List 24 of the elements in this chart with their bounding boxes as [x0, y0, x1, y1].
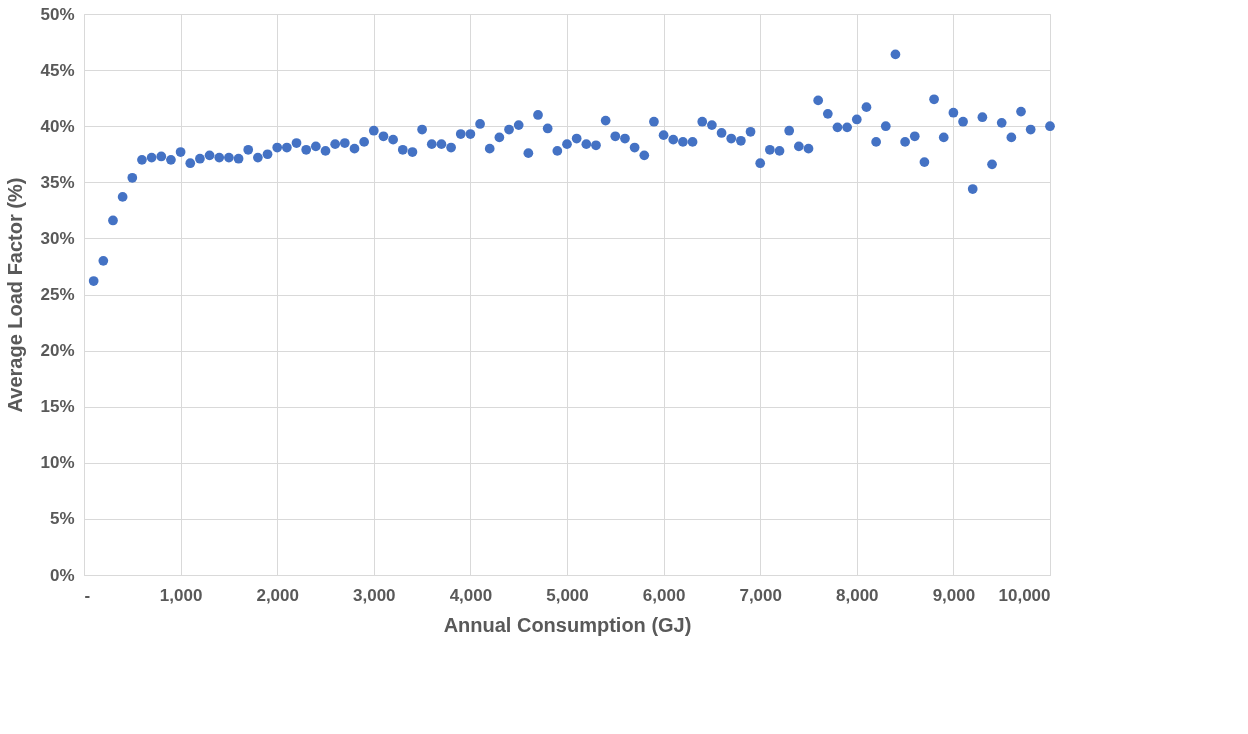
x-tick-label: 8,000 — [836, 585, 879, 605]
x-axis-title: Annual Consumption (GJ) — [443, 613, 692, 636]
x-tick-label: 2,000 — [256, 585, 299, 605]
y-tick-label: 50% — [40, 4, 75, 24]
x-tick-label: 7,000 — [739, 585, 782, 605]
y-tick-label: 35% — [40, 172, 75, 192]
y-tick-label: 5% — [49, 509, 75, 529]
x-tick-label: 3,000 — [353, 585, 396, 605]
y-tick-label: 25% — [40, 285, 75, 304]
y-tick-label: 40% — [40, 116, 75, 136]
x-tick-label: 1,000 — [159, 585, 203, 605]
x-tick-label: 4,000 — [449, 585, 493, 605]
x-tick-label: 5,000 — [546, 585, 589, 605]
y-tick-label: 45% — [40, 60, 75, 80]
y-tick-label: 0% — [49, 565, 75, 585]
y-tick-label: 15% — [40, 397, 75, 417]
x-tick-label: 6,000 — [642, 585, 686, 605]
x-tick-label: - — [84, 585, 91, 605]
y-axis-title: Average Load Factor (%) — [4, 177, 27, 413]
y-tick-label: 10% — [40, 453, 75, 473]
x-tick-label: 9,000 — [932, 585, 976, 605]
y-tick-label: 20% — [40, 341, 75, 361]
y-tick-label: 30% — [40, 228, 75, 248]
x-tick-label: 10,000 — [998, 585, 1051, 605]
